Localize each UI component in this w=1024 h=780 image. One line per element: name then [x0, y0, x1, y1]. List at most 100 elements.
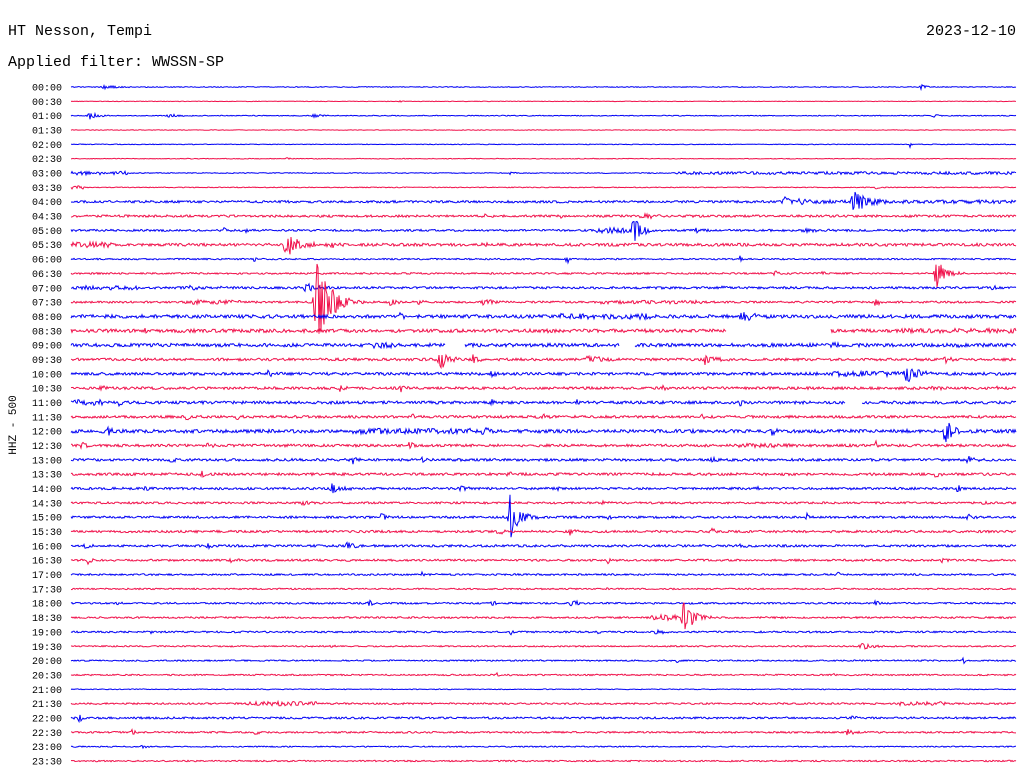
trace-06-00 [70, 255, 1017, 265]
trace-14-00 [70, 483, 1017, 494]
time-label-23-30: 23:30 [32, 758, 62, 769]
trace-03-00 [70, 169, 1017, 177]
trace-14-30 [70, 499, 1017, 506]
time-label-09-00: 09:00 [32, 342, 62, 353]
trace-15-30 [70, 527, 1017, 536]
trace-11-30 [70, 413, 1017, 421]
time-label-11-30: 11:30 [32, 413, 62, 424]
time-label-10-30: 10:30 [32, 385, 62, 396]
trace-16-30 [70, 557, 1017, 566]
time-label-23-00: 23:00 [32, 743, 62, 754]
trace-04-00 [70, 191, 1017, 210]
time-label-15-00: 15:00 [32, 514, 62, 525]
trace-09-00 [70, 341, 1017, 350]
time-label-22-00: 22:00 [32, 715, 62, 726]
time-label-12-00: 12:00 [32, 428, 62, 439]
trace-19-30 [70, 642, 1017, 650]
time-label-03-30: 03:30 [32, 184, 62, 195]
trace-23-30 [70, 759, 1017, 763]
time-label-03-00: 03:00 [32, 170, 62, 181]
time-label-00-00: 00:00 [32, 84, 62, 95]
trace-05-30 [70, 236, 1017, 255]
trace-09-30 [70, 353, 1017, 370]
time-label-01-30: 01:30 [32, 127, 62, 138]
trace-04-30 [70, 212, 1017, 220]
time-label-15-30: 15:30 [32, 528, 62, 539]
trace-06-30 [70, 264, 1017, 288]
time-label-10-00: 10:00 [32, 370, 62, 381]
filter-label: Applied filter: WWSSN-SP [8, 54, 224, 71]
trace-03-30 [70, 185, 1017, 190]
trace-01-00 [70, 111, 1017, 120]
time-label-19-30: 19:30 [32, 643, 62, 654]
time-label-19-00: 19:00 [32, 628, 62, 639]
trace-22-30 [70, 728, 1016, 736]
time-label-11-00: 11:00 [32, 399, 62, 410]
trace-20-00 [70, 656, 1017, 665]
time-label-22-30: 22:30 [32, 729, 62, 740]
time-label-18-00: 18:00 [32, 600, 62, 611]
trace-10-30 [70, 384, 1017, 393]
traces [70, 83, 1017, 763]
trace-13-30 [70, 470, 1017, 478]
time-label-14-00: 14:00 [32, 485, 62, 496]
time-label-08-30: 08:30 [32, 327, 62, 338]
time-label-20-30: 20:30 [32, 671, 62, 682]
trace-08-30 [70, 326, 1017, 335]
trace-18-30 [70, 602, 1017, 630]
time-label-00-30: 00:30 [32, 98, 62, 109]
date-label: 2023-12-10 [926, 23, 1016, 40]
time-label-21-30: 21:30 [32, 700, 62, 711]
time-label-17-00: 17:00 [32, 571, 62, 582]
time-labels: 00:00 00:30 01:00 01:30 02:00 02:30 03:00 03:30… [32, 84, 62, 769]
trace-01-30 [70, 129, 1017, 131]
trace-05-00 [70, 220, 1017, 241]
time-label-17-30: 17:30 [32, 585, 62, 596]
time-label-05-30: 05:30 [32, 241, 62, 252]
time-label-21-00: 21:00 [32, 686, 62, 697]
time-label-12-30: 12:30 [32, 442, 62, 453]
time-label-09-30: 09:30 [32, 356, 62, 367]
trace-12-00 [70, 422, 1017, 443]
trace-17-30 [70, 587, 1017, 591]
trace-17-00 [70, 570, 1017, 577]
time-label-02-00: 02:00 [32, 141, 62, 152]
time-label-07-30: 07:30 [32, 299, 62, 310]
trace-13-00 [70, 455, 1017, 465]
trace-02-00 [70, 142, 1017, 149]
time-label-14-30: 14:30 [32, 499, 62, 510]
trace-00-00 [70, 83, 1017, 92]
trace-21-30 [70, 699, 1016, 707]
time-label-16-00: 16:00 [32, 542, 62, 553]
trace-19-00 [70, 628, 1016, 636]
trace-07-00 [71, 282, 1017, 293]
trace-08-00 [70, 311, 1017, 322]
trace-22-00 [70, 714, 1017, 724]
trace-02-30 [70, 157, 1017, 160]
trace-07-30 [70, 263, 1017, 334]
trace-18-00 [70, 599, 1017, 607]
time-label-04-30: 04:30 [32, 213, 62, 224]
time-label-13-00: 13:00 [32, 456, 62, 467]
time-label-13-30: 13:30 [32, 471, 62, 482]
trace-20-30 [70, 671, 1017, 677]
time-label-01-00: 01:00 [32, 112, 62, 123]
channel-axis-label: HHZ - 500 [8, 395, 20, 454]
time-label-06-00: 06:00 [32, 256, 62, 267]
time-label-07-00: 07:00 [32, 284, 62, 295]
trace-21-00 [70, 688, 1017, 691]
trace-00-30 [70, 99, 1017, 103]
trace-11-00 [70, 398, 1017, 408]
trace-16-00 [70, 541, 1017, 550]
time-label-02-30: 02:30 [32, 155, 62, 166]
time-label-08-00: 08:00 [32, 313, 62, 324]
time-label-05-00: 05:00 [32, 227, 62, 238]
station-title: HT Nesson, Tempi [8, 23, 152, 40]
trace-12-30 [71, 439, 1017, 450]
time-label-06-30: 06:30 [32, 270, 62, 281]
time-label-18-30: 18:30 [32, 614, 62, 625]
time-label-20-00: 20:00 [32, 657, 62, 668]
time-label-04-00: 04:00 [32, 198, 62, 209]
